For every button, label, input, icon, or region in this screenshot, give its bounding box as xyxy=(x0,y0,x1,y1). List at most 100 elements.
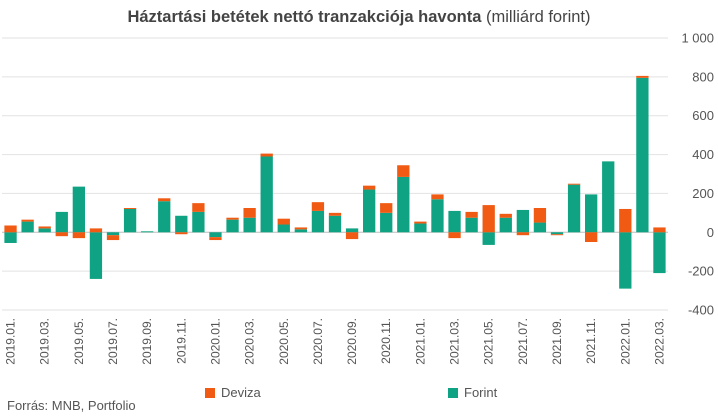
bar-forint xyxy=(397,176,410,233)
bar-forint xyxy=(516,209,529,233)
bar-deviza xyxy=(311,202,325,211)
bar-deviza xyxy=(243,208,256,218)
bar-forint xyxy=(567,184,581,233)
legend-swatch-deviza xyxy=(205,387,215,398)
x-tick-label: 2021.05. xyxy=(482,318,496,365)
legend-swatch-forint xyxy=(448,387,458,398)
bar-deviza xyxy=(277,218,290,225)
bar-forint xyxy=(192,211,205,233)
x-tick-label: 2020.07. xyxy=(311,318,325,365)
bar-forint xyxy=(482,232,495,245)
bar-forint xyxy=(209,232,222,238)
x-tick-label: 2021.09. xyxy=(550,318,564,365)
x-tick-label: 2019.07. xyxy=(106,318,120,365)
bar-deviza xyxy=(260,153,273,157)
bar-deviza xyxy=(636,75,649,78)
bar-forint xyxy=(328,215,342,233)
bar-deviza xyxy=(4,225,17,233)
bar-deviza xyxy=(465,211,478,218)
x-tick-label: 2021.03. xyxy=(448,318,462,365)
bar-forint xyxy=(226,219,239,233)
chart-title: Háztartási betétek nettó tranzakciója ha… xyxy=(0,8,718,27)
x-tick-label: 2019.09. xyxy=(140,318,154,365)
bar-forint xyxy=(431,199,444,233)
bar-deviza xyxy=(567,183,581,185)
bar-forint xyxy=(414,223,427,233)
x-tick-label: 2019.03. xyxy=(38,318,52,365)
x-axis-ticks: 2019.01. 2019.03. 2019.05. 2019.07. 2019.09.… xyxy=(4,318,667,365)
bar-deviza xyxy=(328,212,342,216)
bar-forint xyxy=(277,224,290,233)
bar-deviza xyxy=(345,232,359,240)
bar-deviza xyxy=(72,232,85,239)
y-tick-label: 200 xyxy=(692,186,714,201)
legend-label-deviza: Deviza xyxy=(221,385,261,400)
bar-forint xyxy=(260,156,273,233)
bar-forint xyxy=(175,215,188,233)
chart-gridlines xyxy=(2,37,668,311)
y-tick-label: 400 xyxy=(692,147,714,162)
bar-deviza xyxy=(431,194,444,200)
bar-deviza xyxy=(619,208,632,233)
bar-forint xyxy=(499,217,512,233)
bar-deviza xyxy=(209,237,222,241)
x-tick-label: 2020.09. xyxy=(345,318,359,365)
bar-deviza xyxy=(380,203,393,213)
x-tick-label: 2020.01. xyxy=(208,318,222,365)
y-tick-label: 0 xyxy=(707,225,714,240)
bar-forint xyxy=(243,217,256,233)
bar-forint xyxy=(345,228,359,233)
x-tick-label: 2021.01. xyxy=(413,318,427,365)
y-tick-label: -400 xyxy=(688,303,714,318)
y-axis-ticks: -400 -200 0 200 400 600 800 1 000 xyxy=(681,31,714,318)
chart-title-main: Háztartási betétek nettó tranzakciója ha… xyxy=(127,8,482,26)
bar-forint xyxy=(21,221,34,233)
bar-deviza xyxy=(482,205,495,233)
chart-bars xyxy=(4,75,666,289)
bar-forint xyxy=(465,217,478,233)
y-tick-label: 1 000 xyxy=(681,31,714,46)
bar-deviza xyxy=(123,208,137,209)
bar-forint xyxy=(89,232,103,279)
bar-deviza xyxy=(533,208,547,223)
bar-forint xyxy=(72,186,85,233)
bar-deviza xyxy=(21,219,34,222)
x-tick-label: 2019.11. xyxy=(174,318,188,364)
bar-deviza xyxy=(106,235,120,241)
x-tick-label: 2021.11. xyxy=(584,318,598,364)
y-tick-label: 600 xyxy=(692,108,714,123)
bar-forint xyxy=(602,161,615,233)
bar-forint xyxy=(585,194,598,233)
x-tick-label: 2019.01. xyxy=(4,318,18,365)
bar-deviza xyxy=(55,232,68,237)
bar-forint xyxy=(636,77,649,233)
source-note: Forrás: MNB, Portfolio xyxy=(7,398,136,413)
bar-forint xyxy=(123,208,137,233)
bar-forint xyxy=(38,228,51,233)
x-tick-label: 2020.05. xyxy=(277,318,291,365)
bar-deviza xyxy=(414,221,427,224)
bar-deviza xyxy=(38,226,51,229)
bar-forint xyxy=(106,232,120,236)
legend-label-forint: Forint xyxy=(464,385,498,400)
bar-forint xyxy=(141,231,154,233)
bar-forint xyxy=(653,232,666,274)
bar-deviza xyxy=(175,232,188,235)
x-tick-label: 2020.03. xyxy=(243,318,257,365)
bar-deviza xyxy=(585,232,598,242)
bar-deviza xyxy=(192,203,205,212)
bar-forint xyxy=(363,189,376,233)
bar-deviza xyxy=(363,185,376,190)
bar-forint xyxy=(311,210,325,233)
x-tick-label: 2019.05. xyxy=(72,318,86,365)
bar-deviza xyxy=(653,227,666,233)
bar-deviza xyxy=(448,232,461,239)
bar-deviza xyxy=(158,198,171,202)
x-tick-label: 2022.01. xyxy=(618,318,632,365)
bar-forint xyxy=(294,229,307,233)
bar-forint xyxy=(448,210,461,233)
x-tick-label: 2022.03. xyxy=(652,318,666,365)
y-tick-label: 800 xyxy=(692,69,714,84)
bar-forint xyxy=(158,201,171,233)
